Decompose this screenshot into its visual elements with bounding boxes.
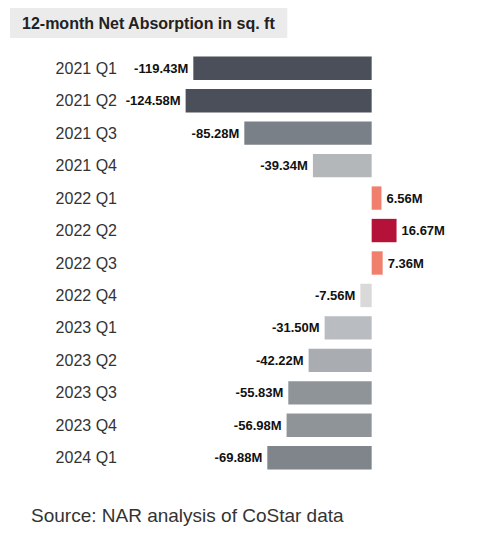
svg-text:-31.50M: -31.50M [272, 320, 320, 335]
svg-text:2023 Q4: 2023 Q4 [56, 417, 117, 434]
svg-text:2024 Q1: 2024 Q1 [56, 449, 117, 466]
svg-text:16.67M: 16.67M [402, 223, 445, 238]
svg-text:2021 Q4: 2021 Q4 [56, 157, 117, 174]
svg-text:2022 Q3: 2022 Q3 [56, 255, 117, 272]
svg-text:2021 Q3: 2021 Q3 [56, 125, 117, 142]
svg-text:-55.83M: -55.83M [236, 385, 284, 400]
svg-text:-7.56M: -7.56M [315, 288, 355, 303]
svg-text:2023 Q3: 2023 Q3 [56, 384, 117, 401]
svg-text:7.36M: 7.36M [388, 256, 424, 271]
svg-text:-69.88M: -69.88M [215, 450, 263, 465]
svg-text:2022 Q2: 2022 Q2 [56, 222, 117, 239]
svg-text:6.56M: 6.56M [386, 191, 422, 206]
svg-text:2021 Q2: 2021 Q2 [56, 92, 117, 109]
svg-text:-56.98M: -56.98M [234, 418, 282, 433]
svg-text:-85.28M: -85.28M [192, 126, 240, 141]
svg-text:2021 Q1: 2021 Q1 [56, 60, 117, 77]
svg-text:Source: NAR analysis of CoStar: Source: NAR analysis of CoStar data [31, 505, 344, 526]
svg-text:2023 Q1: 2023 Q1 [56, 319, 117, 336]
svg-text:-124.58M: -124.58M [126, 93, 181, 108]
svg-text:2023 Q2: 2023 Q2 [56, 352, 117, 369]
svg-text:2022 Q4: 2022 Q4 [56, 287, 117, 304]
svg-text:2022 Q1: 2022 Q1 [56, 190, 117, 207]
svg-text:12-month Net Absorption in sq.: 12-month Net Absorption in sq. ft [22, 15, 275, 32]
svg-text:-42.22M: -42.22M [256, 353, 304, 368]
svg-text:-119.43M: -119.43M [134, 61, 188, 76]
svg-text:-39.34M: -39.34M [260, 158, 308, 173]
